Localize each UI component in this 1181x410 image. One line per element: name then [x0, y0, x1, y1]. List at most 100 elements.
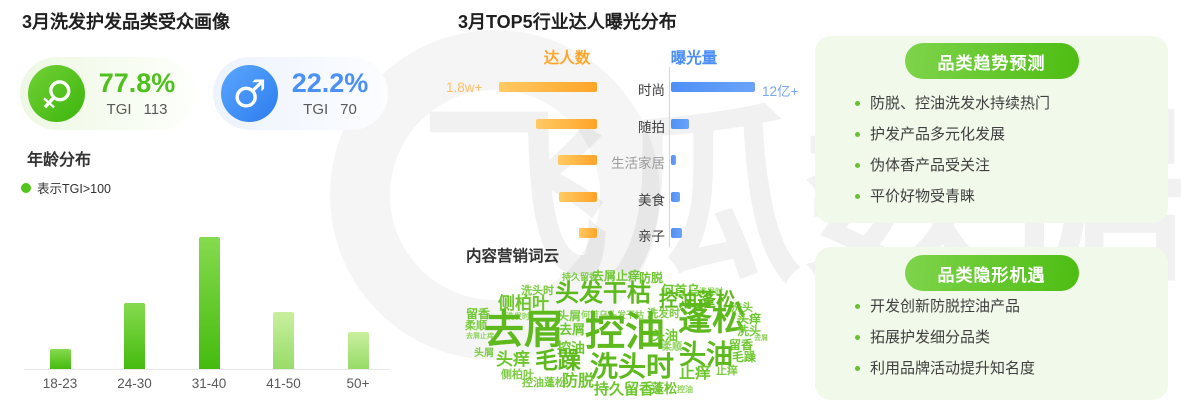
- wordcloud-word: 止痒: [716, 365, 738, 377]
- tgi-legend: 表示TGI>100: [21, 178, 111, 197]
- talent-bar-美食: [559, 191, 597, 202]
- insight-bullet: 拓展护发细分品类: [855, 328, 1156, 347]
- bullet-dot-icon: [855, 132, 860, 137]
- wordcloud-word: 洗发时: [506, 312, 530, 321]
- industry-label: 生活家居: [611, 156, 665, 171]
- wordcloud-word: 蓬松: [651, 381, 678, 396]
- bullet-text: 利用品牌活动提升知名度: [870, 360, 1036, 377]
- female-icon: ♀: [28, 65, 85, 122]
- exposure-bar-随拍: [671, 118, 689, 129]
- insight-card-1: 品类趋势预测防脱、控油洗发水持续热门 护发产品多元化发展伪体香产品受关注平价好物受…: [815, 36, 1168, 223]
- age-bar-41-50: [273, 312, 294, 369]
- wordcloud-word: 去屑: [484, 308, 564, 352]
- chart-divider-line: [669, 67, 670, 247]
- age-axis-label: 24-30: [117, 376, 152, 391]
- wordcloud-word: 何首乌: [661, 283, 701, 298]
- wordcloud-word: 洗发时: [647, 308, 680, 320]
- bullet-dot-icon: [855, 304, 860, 309]
- age-bar-31-40: [198, 237, 220, 369]
- wordcloud-word: 头痒: [496, 350, 530, 369]
- wordcloud-word: 柔顺: [662, 342, 682, 353]
- wordcloud-word: 防脱: [639, 271, 664, 285]
- bullet-text: 护发产品多元化发展: [870, 126, 1006, 143]
- age-axis-label: 50+: [346, 376, 370, 391]
- insight-bullet: 开发创新防脱控油产品: [855, 297, 1156, 316]
- wordcloud-word: 头油: [652, 328, 679, 343]
- wordcloud-word: 头发干枯: [555, 280, 651, 307]
- wordcloud-word: 洗头: [731, 302, 753, 314]
- wordcloud-word: 控油: [585, 310, 665, 354]
- wordcloud-word: 控油蓬松: [659, 290, 736, 311]
- wordcloud-word: 头屑: [557, 309, 582, 323]
- age-bar-24-30: [124, 303, 145, 369]
- bullet-text: 平价好物受青睐: [870, 188, 976, 205]
- wordcloud-word: 控油蓬松: [522, 377, 566, 389]
- wordcloud-word: 洗头时: [521, 285, 554, 297]
- bullet-text: 开发创新防脱控油产品: [870, 298, 1021, 315]
- wordcloud-word: 何首乌头发干枯: [581, 310, 645, 320]
- insight-card-badge: 品类趋势预测: [904, 43, 1079, 79]
- male-percent: 22.2%: [291, 68, 369, 99]
- exposure-bar-时尚: [671, 82, 755, 92]
- talent-bar-随拍: [536, 118, 597, 129]
- wordcloud-word: 头痒: [737, 312, 762, 326]
- industry-label: 时尚: [638, 83, 665, 98]
- talent-bar-时尚: [499, 82, 597, 92]
- exposure-bar-生活家居: [671, 155, 676, 165]
- age-bar-chart: 18-23 24-30 31-40 41-50 50+: [20, 200, 392, 400]
- bullet-dot-icon: [855, 335, 860, 340]
- wordcloud-word: 持久留香: [562, 272, 599, 282]
- bullet-dot-icon: [855, 163, 860, 168]
- wordcloud-word: 毛躁: [535, 347, 581, 373]
- male-icon: ♂: [221, 65, 278, 122]
- exposure-max-label: 12亿+: [762, 84, 799, 99]
- insight-bullet: 伪体香产品受关注: [855, 156, 1156, 175]
- age-bar-50+: [347, 332, 369, 369]
- age-bar-18-23: [49, 349, 71, 369]
- female-percent: 77.8%: [98, 68, 176, 99]
- legend-dot-icon: [21, 182, 31, 193]
- wordcloud-word: 头屑: [474, 348, 494, 359]
- wordcloud-word: 洗发时: [699, 287, 723, 296]
- talent-max-label: 1.8w+: [446, 80, 483, 95]
- wordcloud-word: 去屑: [754, 335, 768, 342]
- insight-bullet: 利用品牌活动提升知名度: [855, 359, 1156, 378]
- bullet-dot-icon: [855, 194, 860, 199]
- wordcloud-word: 防脱: [562, 373, 595, 390]
- female-tgi: TGI 113: [106, 100, 168, 118]
- wordcloud-word: 留香: [729, 338, 754, 352]
- insight-bullet: 防脱、控油洗发水持续热门: [855, 94, 1156, 113]
- content-marketing-wordcloud: 持久留香 去屑止痒 防脱 洗头时 头发干枯 何首乌 洗发时 侧柏叶 控油蓬松 洗头 留香 洗发时 头屑何…: [450, 262, 795, 410]
- talent-bar-亲子: [579, 228, 597, 238]
- female-stat-card: ♀ 77.8% TGI 113: [20, 57, 195, 130]
- bullet-dot-icon: [855, 366, 860, 371]
- wordcloud-word: 侧柏叶: [498, 294, 549, 313]
- bullet-text: 拓展护发细分品类: [870, 329, 991, 346]
- wordcloud-word: 持久留香: [594, 381, 655, 398]
- wordcloud-word: 柔顺: [465, 320, 487, 332]
- exposure-bar-亲子: [671, 228, 682, 238]
- legend-label: 表示TGI>100: [37, 182, 111, 196]
- wordcloud-word: 洗头: [737, 324, 762, 338]
- wordcloud-word: 留香: [466, 307, 491, 321]
- wordcloud-title: 内容营销词云: [466, 248, 560, 265]
- age-axis-label: 41-50: [266, 376, 301, 391]
- wordcloud-word: 蓬松: [678, 300, 746, 338]
- wordcloud-word: 止痒: [679, 365, 712, 382]
- insight-bullet: 护发产品多元化发展: [855, 125, 1156, 144]
- insight-card-2: 品类隐形机遇 开发创新防脱控油产品 拓展护发细分品类 利用品牌活动提升知名度: [815, 247, 1168, 400]
- wordcloud-word: 毛躁: [732, 350, 757, 364]
- exposure-header: 曝光量: [670, 50, 718, 67]
- bullet-text: 防脱、控油洗发水持续热门: [870, 95, 1051, 112]
- bullet-dot-icon: [855, 101, 860, 106]
- male-stat-card: ♂ 22.2% TGI 70: [213, 57, 388, 130]
- exposure-bar-美食: [671, 191, 680, 202]
- talent-count-header: 达人数: [543, 50, 591, 67]
- wordcloud-word: 去屑止痒: [466, 333, 494, 340]
- exposure-title: 3月TOP5行业达人曝光分布: [458, 12, 677, 32]
- wordcloud-word: 去屑: [559, 322, 586, 337]
- wordcloud-word: 侧柏叶: [501, 369, 534, 381]
